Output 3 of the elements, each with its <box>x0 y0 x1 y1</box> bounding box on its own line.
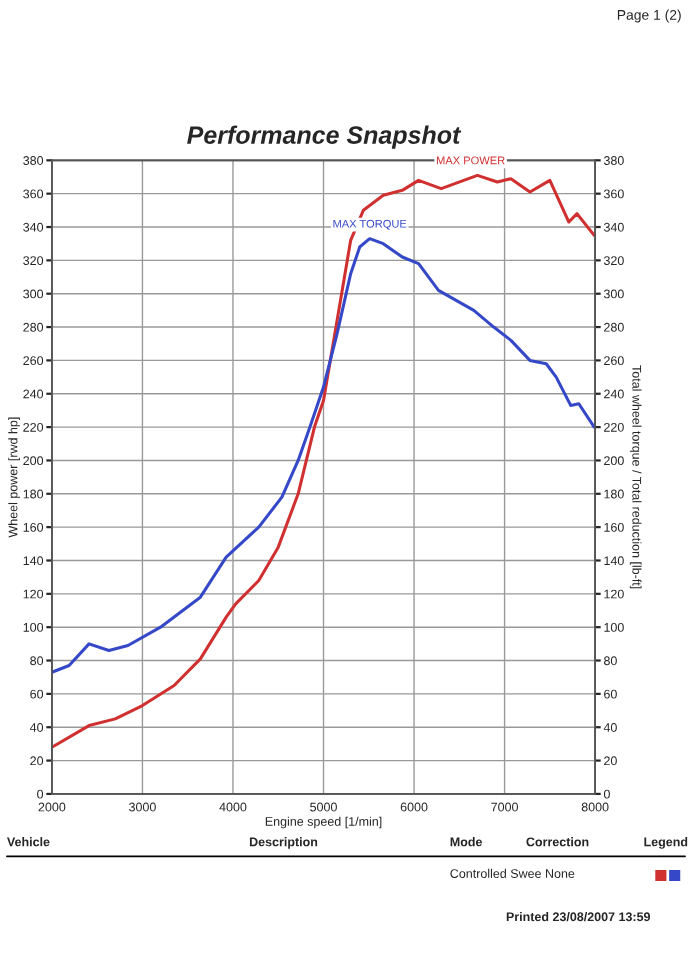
line-series <box>51 237 596 674</box>
line-series <box>51 173 596 749</box>
chart-title: Performance Snapshot <box>187 125 462 149</box>
